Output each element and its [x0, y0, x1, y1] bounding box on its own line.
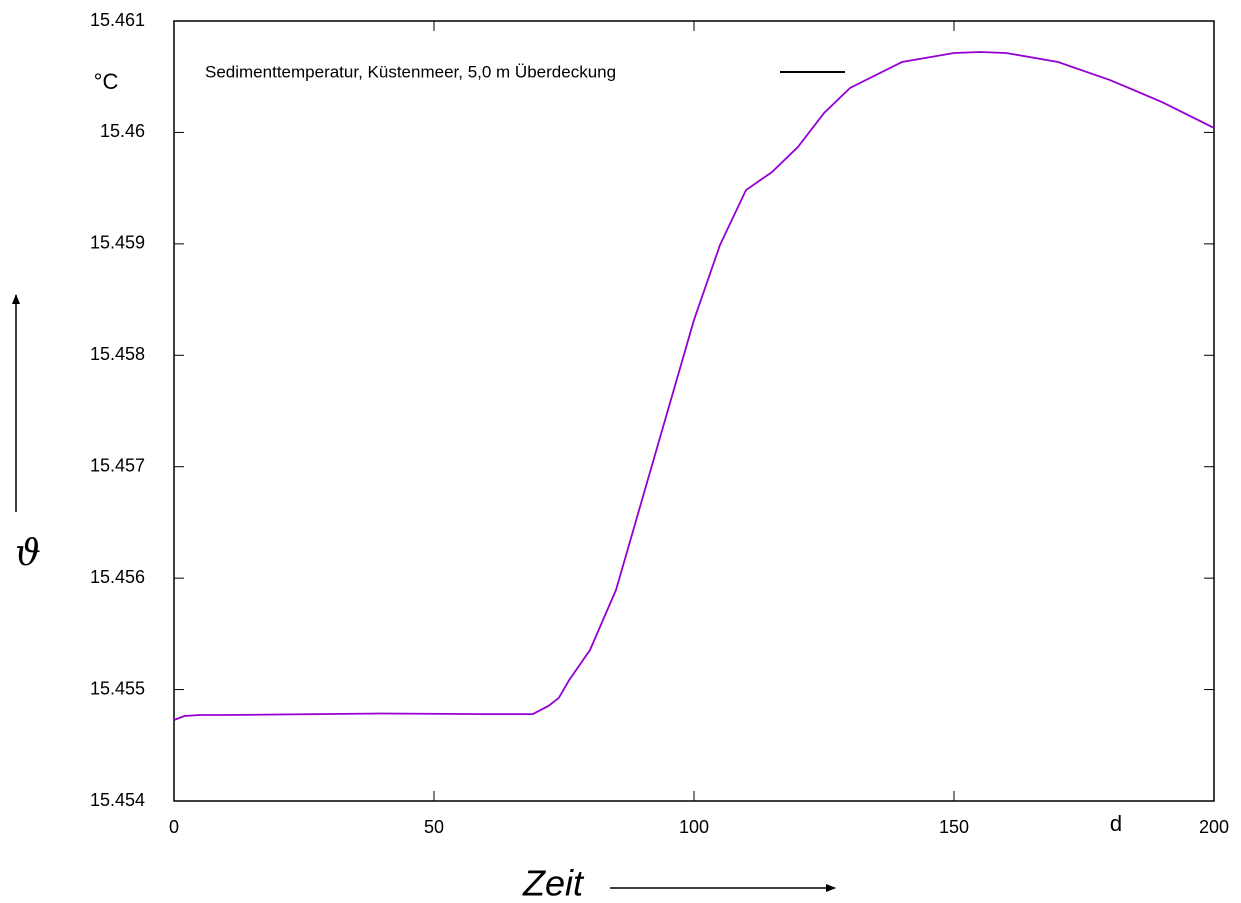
y-tick-label: 15.46: [100, 121, 145, 141]
y-tick-label: 15.461: [90, 10, 145, 30]
x-axis-label: Zeit: [522, 863, 585, 903]
x-unit: d: [1110, 811, 1122, 836]
y-tick-label: 15.455: [90, 678, 145, 698]
x-tick-label: 200: [1199, 817, 1229, 837]
y-tick-label: 15.454: [90, 790, 145, 810]
y-tick-label: 15.459: [90, 233, 145, 253]
plot-frame: [173, 20, 1215, 802]
x-tick-label: 100: [679, 817, 709, 837]
data-line: [173, 51, 1215, 721]
y-tick-label: 15.458: [90, 344, 145, 364]
y-unit: °C: [94, 69, 119, 94]
y-tick-label: 15.457: [90, 455, 145, 475]
y-axis-label: ϑ: [15, 533, 41, 574]
x-tick-label: 0: [169, 817, 179, 837]
x-tick-label: 150: [939, 817, 969, 837]
x-tick-label: 50: [424, 817, 444, 837]
y-tick-label: 15.456: [90, 567, 145, 587]
legend-label: Sedimenttemperatur, Küstenmeer, 5,0 m Üb…: [205, 62, 616, 81]
